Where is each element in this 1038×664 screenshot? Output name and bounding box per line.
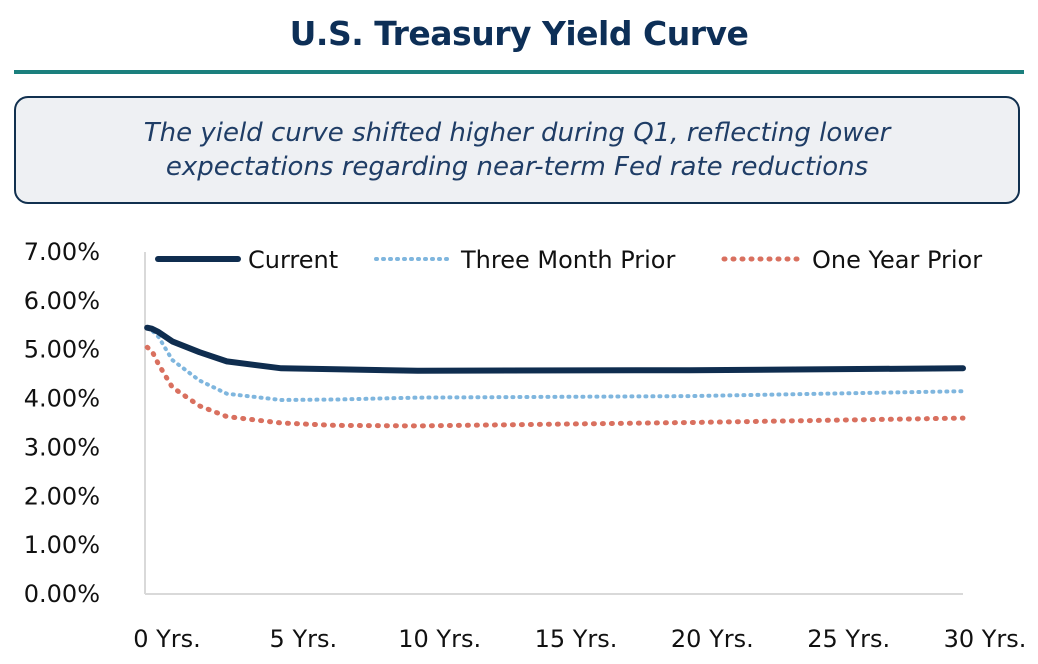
x-tick-label: 25 Yrs.: [807, 625, 890, 653]
y-tick-label: 6.00%: [24, 287, 100, 315]
x-tick-label: 30 Yrs.: [944, 625, 1027, 653]
page-title: U.S. Treasury Yield Curve: [289, 14, 749, 53]
legend-label: Three Month Prior: [460, 246, 675, 274]
y-tick-label: 1.00%: [24, 531, 100, 559]
y-tick-label: 2.00%: [24, 482, 100, 510]
series-line-one-year-prior: [144, 344, 966, 429]
series-lines: [144, 324, 966, 429]
x-axis-ticks: 0 Yrs. 5 Yrs. 10 Yrs. 15 Yrs. 20 Yrs. 25 Yrs.…: [133, 625, 1026, 653]
chart-axes: [144, 252, 963, 595]
callout-text: The yield curve shifted higher during Q1…: [143, 118, 891, 182]
legend-item: Current: [155, 246, 338, 274]
legend-item: One Year Prior: [721, 246, 982, 274]
x-tick-label: 0 Yrs.: [133, 625, 201, 653]
legend-item: Three Month Prior: [374, 246, 675, 274]
series-line-three-month-prior: [145, 325, 965, 402]
x-tick-label: 15 Yrs.: [535, 625, 618, 653]
chart-legend: Current Three Month Prior One Year Prior: [155, 246, 982, 274]
x-tick-label: 20 Yrs.: [671, 625, 754, 653]
y-tick-label: 3.00%: [24, 433, 100, 461]
y-tick-label: 0.00%: [24, 580, 100, 608]
y-tick-label: 4.00%: [24, 385, 100, 413]
y-axis-ticks: 0.00% 1.00% 2.00% 3.00% 4.00% 5.00% 6.00% 7.00%: [24, 238, 100, 608]
x-tick-label: 10 Yrs.: [398, 625, 481, 653]
title-divider: [14, 70, 1024, 74]
x-tick-label: 5 Yrs.: [270, 625, 338, 653]
y-tick-label: 5.00%: [24, 336, 100, 364]
callout-box: The yield curve shifted higher during Q1…: [14, 96, 1020, 204]
series-line-current: [144, 324, 966, 374]
legend-label: Current: [248, 246, 338, 274]
legend-label: One Year Prior: [812, 246, 982, 274]
yield-curve-chart: 0.00% 1.00% 2.00% 3.00% 4.00% 5.00% 6.00% 7.00%…: [24, 238, 1027, 653]
y-tick-label: 7.00%: [24, 238, 100, 266]
